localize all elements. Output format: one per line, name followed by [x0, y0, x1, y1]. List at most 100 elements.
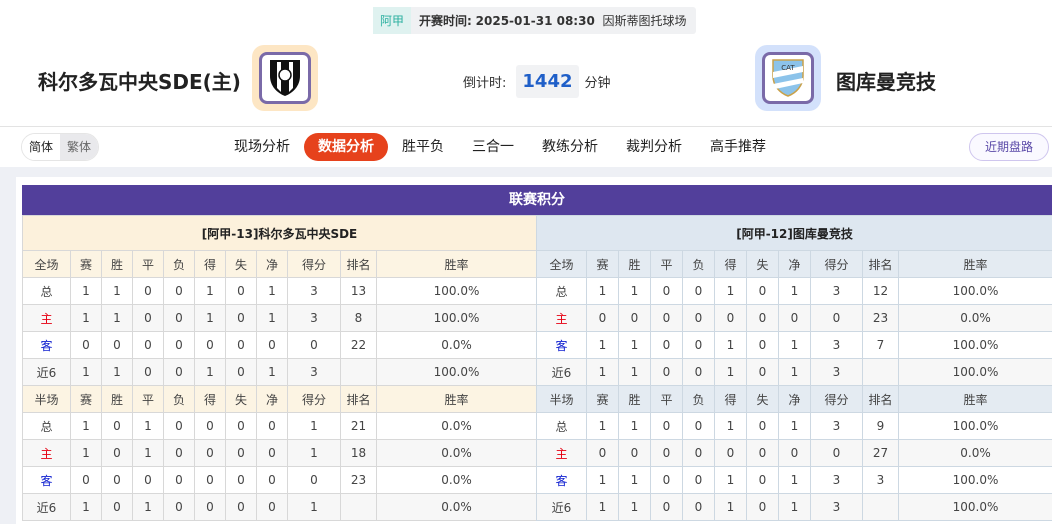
table-cell: 100.0% [897, 412, 1052, 440]
table-cell: 3 [810, 331, 863, 359]
table-cell: 0 [256, 412, 288, 440]
table-cell: 1 [132, 439, 164, 467]
table-cell: 7 [862, 331, 899, 359]
table-cell: 1 [287, 439, 341, 467]
table-cell: 0 [70, 331, 102, 359]
table-cell: 0 [225, 412, 257, 440]
tab-6[interactable]: 高手推荐 [710, 139, 766, 155]
home-team-logo[interactable] [252, 45, 318, 111]
table-cell: 1 [586, 412, 619, 440]
tab-5[interactable]: 裁判分析 [626, 139, 682, 155]
column-header: 负 [682, 385, 715, 413]
table-cell: 100.0% [897, 493, 1052, 521]
tab-3[interactable]: 三合一 [472, 139, 514, 155]
row-label: 客 [22, 331, 71, 359]
table-row: 近6 1 1 0 0 1 0 1 3 100.0% [536, 358, 1052, 386]
lang-simplified[interactable]: 简体 [22, 134, 61, 160]
kickoff-info: 开赛时间: 2025-01-31 08:30 因斯蒂图托球场 [411, 12, 696, 29]
away-team-name[interactable]: 图库曼竞技 [836, 70, 936, 94]
table-cell: 100.0% [897, 277, 1052, 305]
tab-4[interactable]: 教练分析 [542, 139, 598, 155]
table-cell: 100.0% [375, 358, 538, 386]
column-header: 赛 [70, 250, 102, 278]
table-cell: 0 [132, 466, 164, 494]
table-cell: 0 [714, 439, 747, 467]
tab-2[interactable]: 胜平负 [402, 139, 444, 155]
table-cell: 1 [714, 466, 747, 494]
table-cell: 0 [618, 439, 651, 467]
table-cell: 0 [194, 493, 226, 521]
column-header: 胜率 [375, 385, 538, 413]
venue: 因斯蒂图托球场 [602, 14, 687, 28]
column-header: 平 [650, 385, 683, 413]
table-cell: 1 [132, 493, 164, 521]
column-header: 净 [256, 385, 288, 413]
table-cell: 1 [194, 277, 226, 305]
table-row: 主 0 0 0 0 0 0 0 0 23 0.0% [536, 304, 1052, 332]
table-cell: 1 [70, 412, 102, 440]
table-cell: 1 [70, 358, 102, 386]
column-header: 负 [682, 250, 715, 278]
countdown-unit: 分钟 [584, 76, 611, 91]
table-cell: 0 [810, 439, 863, 467]
table-row: 客 0 0 0 0 0 0 0 0 23 0.0% [22, 466, 538, 494]
standings-title: 联赛积分 [22, 185, 1052, 215]
table-cell: 0 [682, 277, 715, 305]
column-header: 负 [163, 250, 195, 278]
column-header: 排名 [862, 385, 899, 413]
table-cell: 0 [287, 466, 341, 494]
table-cell: 1 [101, 358, 133, 386]
table-cell: 1 [586, 331, 619, 359]
table-cell: 1 [714, 277, 747, 305]
table-cell: 27 [862, 439, 899, 467]
table-cell: 1 [714, 331, 747, 359]
language-toggle[interactable]: 简体 繁体 [21, 133, 100, 161]
column-header: 失 [746, 385, 779, 413]
table-cell: 0 [101, 412, 133, 440]
countdown-value: 1442 [516, 65, 579, 98]
countdown: 倒计时: 1442 分钟 [463, 65, 611, 98]
table-cell: 1 [70, 493, 102, 521]
tab-1[interactable]: 数据分析 [304, 133, 388, 161]
table-cell: 0 [163, 493, 195, 521]
league-badge[interactable]: 阿甲 [373, 7, 412, 34]
table-cell: 1 [714, 412, 747, 440]
table-cell: 0 [163, 412, 195, 440]
shield-icon [270, 60, 300, 96]
table-cell: 0 [714, 304, 747, 332]
svg-text:CAT: CAT [781, 64, 795, 72]
table-cell: 1 [714, 358, 747, 386]
table-cell: 0 [256, 466, 288, 494]
home-team-name[interactable]: 科尔多瓦中央SDE(主) [38, 70, 241, 94]
table-cell: 0 [132, 304, 164, 332]
table-cell: 0 [746, 277, 779, 305]
table-cell: 100.0% [897, 358, 1052, 386]
column-header: 赛 [586, 250, 619, 278]
table-cell: 0 [682, 412, 715, 440]
column-header: 净 [256, 250, 288, 278]
table-row: 客 1 1 0 0 1 0 1 3 7 100.0% [536, 331, 1052, 359]
table-row: 总 1 1 0 0 1 0 1 3 12 100.0% [536, 277, 1052, 305]
row-label: 总 [536, 277, 587, 305]
column-header: 胜 [618, 385, 651, 413]
table-row: 近6 1 1 0 0 1 0 1 3 100.0% [536, 493, 1052, 521]
table-cell: 0 [194, 412, 226, 440]
tab-0[interactable]: 现场分析 [234, 139, 290, 155]
table-cell: 1 [778, 466, 811, 494]
table-cell: 0.0% [375, 466, 538, 494]
table-cell: 1 [586, 493, 619, 521]
countdown-label: 倒计时: [463, 76, 507, 91]
match-info-bar: 阿甲 开赛时间: 2025-01-31 08:30 因斯蒂图托球场 [373, 7, 697, 34]
table-cell: 1 [287, 493, 341, 521]
table-cell: 0 [163, 466, 195, 494]
row-label: 主 [536, 439, 587, 467]
recent-handicap-button[interactable]: 近期盘路 [969, 133, 1050, 161]
column-header: 得分 [287, 250, 341, 278]
table-cell: 0 [746, 466, 779, 494]
row-label: 总 [22, 412, 71, 440]
lang-traditional[interactable]: 繁体 [60, 134, 99, 160]
table-cell: 9 [862, 412, 899, 440]
away-team-logo[interactable]: CAT [755, 45, 821, 111]
table-cell: 0.0% [897, 304, 1052, 332]
table-cell: 1 [618, 493, 651, 521]
